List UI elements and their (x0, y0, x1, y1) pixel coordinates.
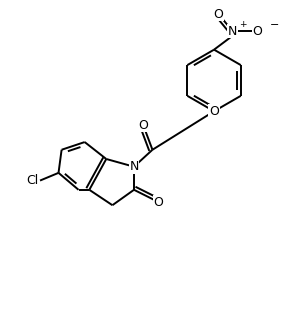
Text: O: O (138, 119, 148, 132)
Text: N: N (129, 160, 139, 173)
Text: −: − (270, 20, 279, 30)
Text: O: O (252, 25, 262, 38)
Text: O: O (154, 196, 164, 209)
Text: O: O (214, 8, 224, 21)
Text: O: O (209, 105, 219, 118)
Text: +: + (239, 20, 247, 29)
Text: N: N (228, 25, 237, 38)
Text: Cl: Cl (26, 174, 38, 187)
